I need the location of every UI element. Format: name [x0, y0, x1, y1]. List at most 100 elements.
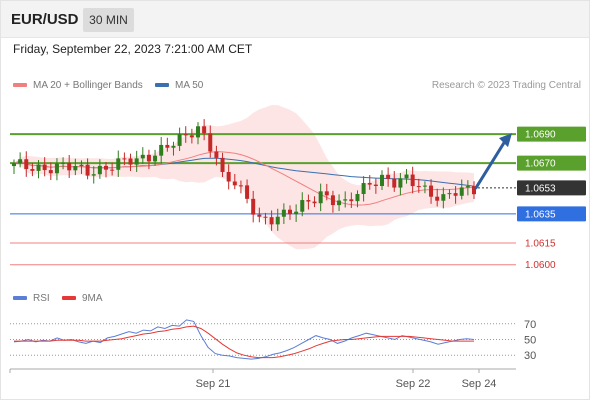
price-label-bg-resistance — [517, 126, 586, 142]
rsi-ma-line — [14, 325, 474, 359]
candle-body — [183, 134, 188, 136]
candle-body — [312, 201, 317, 204]
candle-body — [465, 186, 470, 188]
candle-body — [153, 155, 158, 162]
candle-body — [337, 200, 342, 206]
credit-text: Research © 2023 Trading Central — [431, 80, 581, 91]
candle-body — [196, 126, 200, 138]
x-tick-label: Sep 22 — [396, 378, 431, 390]
candle-body — [116, 158, 121, 170]
candle-body — [202, 126, 207, 134]
candle-body — [134, 158, 139, 165]
legend-ma50-label: MA 50 — [175, 80, 204, 91]
legend-rsi: RSI — [13, 293, 50, 304]
candle-body — [330, 195, 335, 206]
candle-body — [67, 162, 72, 171]
candle-body — [214, 151, 219, 158]
candle-body — [208, 133, 213, 152]
candle-body — [79, 164, 84, 167]
price-label-resistance: 1.0670 — [525, 159, 556, 170]
candle-body — [410, 174, 415, 187]
price-label-support: 1.0600 — [525, 260, 556, 271]
candle-body — [36, 164, 41, 171]
candle-body — [42, 164, 47, 171]
candle-body — [453, 193, 458, 196]
candle-body — [398, 178, 403, 188]
candle-body — [392, 178, 397, 188]
candle-body — [97, 165, 102, 175]
candle-body — [226, 172, 231, 182]
x-tick-label: Sep 24 — [462, 378, 497, 390]
price-label-current: 1.0653 — [525, 183, 556, 194]
candle-body — [386, 174, 391, 179]
interval-button[interactable]: 30 MIN — [83, 8, 134, 32]
candle-body — [257, 214, 262, 217]
timestamp: Friday, September 22, 2023 7:21:00 AM CE… — [13, 42, 253, 56]
candle-body — [48, 170, 53, 174]
candle-body — [12, 163, 16, 167]
candle-body — [435, 196, 440, 201]
symbol-title: EUR/USD — [11, 11, 79, 28]
candle-body — [281, 209, 286, 217]
bollinger-swatch-icon — [13, 83, 27, 88]
rsi-tick-label: 30 — [524, 350, 536, 362]
candle-body — [30, 169, 35, 171]
candle-body — [110, 169, 115, 171]
candle-body — [318, 191, 323, 204]
candle-body — [245, 185, 250, 199]
candle-body — [122, 158, 127, 160]
candle-body — [324, 191, 329, 196]
candle-body — [238, 185, 243, 187]
legend-bollinger-label: MA 20 + Bollinger Bands — [33, 80, 143, 91]
price-label-pivot: 1.0635 — [525, 209, 556, 220]
chart-header: EUR/USD 30 MIN — [1, 1, 589, 38]
price-label-support: 1.0615 — [525, 238, 556, 249]
candle-body — [159, 144, 164, 156]
candle-body — [404, 174, 409, 179]
candle-body — [189, 135, 194, 138]
candle-body — [373, 184, 378, 186]
candle-body — [288, 209, 292, 215]
legend-9ma-label: 9MA — [82, 293, 103, 304]
candle-body — [85, 164, 90, 176]
candle-body — [18, 159, 23, 164]
ma9-swatch-icon — [62, 296, 76, 301]
price-label-bg-pivot — [517, 206, 586, 222]
candle-body — [263, 216, 268, 218]
ma20-line — [13, 151, 475, 206]
candle-body — [232, 181, 237, 186]
legend-9ma: 9MA — [62, 293, 103, 304]
candle-body — [61, 162, 66, 164]
candle-body — [306, 200, 311, 202]
legend-rsi-label: RSI — [33, 293, 50, 304]
candle-body — [128, 158, 133, 165]
rsi-tick-label: 70 — [524, 319, 536, 331]
trend-arrow-icon — [474, 139, 507, 190]
candle-body — [275, 216, 280, 225]
candle-body — [416, 186, 421, 188]
candle-body — [380, 174, 384, 186]
candle-body — [177, 134, 182, 146]
x-tick-label: Sep 21 — [196, 378, 231, 390]
candle-body — [367, 183, 372, 185]
price-label-bg-current — [517, 180, 586, 196]
ma50-swatch-icon — [155, 83, 169, 88]
legend-ma50: MA 50 — [155, 80, 203, 91]
candle-body — [140, 154, 145, 159]
candle-body — [171, 145, 176, 148]
candle-body — [361, 183, 366, 195]
candle-body — [472, 186, 476, 195]
trend-arrowhead-icon — [499, 133, 512, 148]
candle-body — [251, 198, 256, 215]
rsi-swatch-icon — [13, 296, 27, 301]
candle-body — [165, 144, 170, 148]
bollinger-band — [14, 105, 474, 250]
candle-body — [146, 154, 151, 162]
candle-body — [54, 163, 59, 174]
rsi-tick-label: 50 — [524, 335, 536, 347]
candle-body — [429, 185, 434, 197]
candle-body — [294, 211, 299, 215]
candle-body — [459, 187, 464, 196]
candle-body — [349, 199, 354, 202]
